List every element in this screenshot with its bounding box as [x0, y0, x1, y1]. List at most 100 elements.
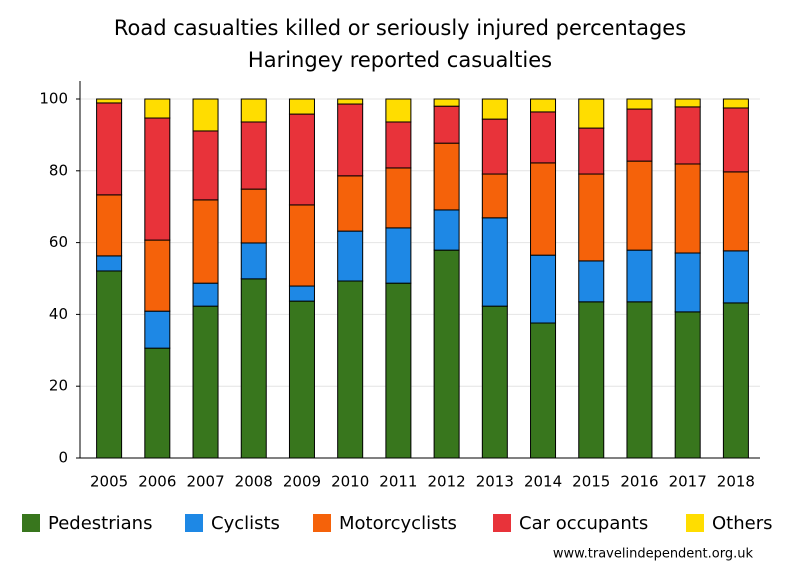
- bar-segment: [481, 118, 508, 175]
- bar-segment: [192, 282, 219, 307]
- legend-label: Cyclists: [211, 513, 280, 534]
- bar-segment: [674, 252, 701, 313]
- bar-segment: [240, 121, 267, 190]
- y-tick-label: 100: [39, 90, 68, 108]
- bar-segment: [433, 142, 460, 211]
- x-tick-label: 2005: [90, 473, 128, 491]
- legend-swatch: [313, 514, 331, 532]
- x-tick-label: 2010: [331, 473, 369, 491]
- bar-segment: [481, 217, 508, 307]
- legend-label: Others: [712, 513, 773, 534]
- x-tick-label: 2017: [669, 473, 707, 491]
- y-tick-label: 80: [49, 161, 68, 179]
- bar-segment: [337, 103, 364, 177]
- bar-segment: [722, 171, 749, 252]
- x-tick-label: 2008: [235, 473, 273, 491]
- x-tick-label: 2013: [476, 473, 514, 491]
- bar-segment: [288, 204, 315, 287]
- bar-segment: [385, 98, 412, 123]
- x-tick-label: 2006: [138, 473, 176, 491]
- bar-segment: [337, 175, 364, 232]
- source: www.travelindependent.org.uk: [553, 547, 754, 562]
- bar-segment: [578, 127, 605, 175]
- bar-segment: [192, 98, 219, 132]
- bar-segment: [240, 242, 267, 280]
- bar-segment: [96, 102, 123, 196]
- bar-segment: [674, 98, 701, 108]
- x-tick-label: 2012: [428, 473, 466, 491]
- bar-segment: [337, 280, 364, 459]
- bar-segment: [722, 98, 749, 109]
- bar-segment: [192, 305, 219, 459]
- bar-segment: [288, 98, 315, 115]
- x-tick-label: 2009: [283, 473, 321, 491]
- bar-segment: [385, 227, 412, 284]
- bar-segment: [240, 188, 267, 244]
- x-tick-label: 2016: [620, 473, 658, 491]
- bar-segment: [192, 130, 219, 201]
- bar-segment: [288, 113, 315, 206]
- bar-segment: [433, 209, 460, 251]
- legend-swatch: [22, 514, 40, 532]
- bar-segment: [722, 250, 749, 304]
- bar-segment: [288, 300, 315, 459]
- bar-segment: [144, 239, 171, 312]
- bar-segment: [433, 98, 460, 107]
- bar-segment: [385, 121, 412, 169]
- legend-swatch: [686, 514, 704, 532]
- bar-segment: [240, 98, 267, 123]
- bar-segment: [530, 162, 557, 256]
- legend-swatch: [493, 514, 511, 532]
- x-tick-label: 2011: [379, 473, 417, 491]
- bar-segment: [96, 98, 123, 104]
- bar-segment: [385, 282, 412, 459]
- x-tick-label: 2007: [186, 473, 224, 491]
- bar-segment: [192, 199, 219, 284]
- bar-segment: [144, 310, 171, 349]
- bar-segment: [674, 163, 701, 254]
- bar-segment: [481, 305, 508, 459]
- bar-segment: [288, 285, 315, 302]
- bar-segment: [578, 173, 605, 262]
- legend-label: Car occupants: [519, 513, 648, 534]
- bar-segment: [530, 254, 557, 324]
- bar-segment: [481, 173, 508, 219]
- chart-title: Road casualties killed or seriously inju…: [114, 16, 686, 40]
- bar-segment: [626, 160, 653, 251]
- bar-segment: [240, 278, 267, 459]
- bar-segment: [385, 167, 412, 229]
- bar-segment: [674, 311, 701, 459]
- bar-segment: [578, 301, 605, 459]
- bar-segment: [578, 260, 605, 303]
- x-tick-label: 2015: [572, 473, 610, 491]
- bar-segment: [433, 105, 460, 144]
- bar-segment: [433, 249, 460, 459]
- bar-segment: [530, 322, 557, 459]
- bar-segment: [626, 301, 653, 459]
- x-tick-label: 2018: [717, 473, 755, 491]
- bar-segment: [626, 108, 653, 162]
- y-tick-label: 20: [49, 377, 68, 395]
- legend-label: Motorcyclists: [339, 513, 457, 534]
- chart-subtitle: Haringey reported casualties: [248, 48, 552, 72]
- y-tick-label: 40: [49, 305, 68, 323]
- bar-segment: [481, 98, 508, 120]
- bar-segment: [674, 106, 701, 165]
- bar-segment: [337, 230, 364, 282]
- bar-segment: [144, 347, 171, 459]
- y-tick-label: 60: [49, 233, 68, 251]
- bar-segment: [530, 98, 557, 113]
- bar-segment: [96, 194, 123, 257]
- y-tick-label: 0: [58, 449, 68, 467]
- bar-segment: [578, 98, 605, 129]
- bar-segment: [337, 98, 364, 105]
- legend-swatch: [185, 514, 203, 532]
- bar-segment: [144, 117, 171, 241]
- bar-segment: [626, 98, 653, 110]
- bar-segment: [96, 255, 123, 272]
- bar-segment: [96, 270, 123, 459]
- bar-segment: [144, 98, 171, 119]
- x-tick-label: 2014: [524, 473, 562, 491]
- bar-segment: [530, 111, 557, 164]
